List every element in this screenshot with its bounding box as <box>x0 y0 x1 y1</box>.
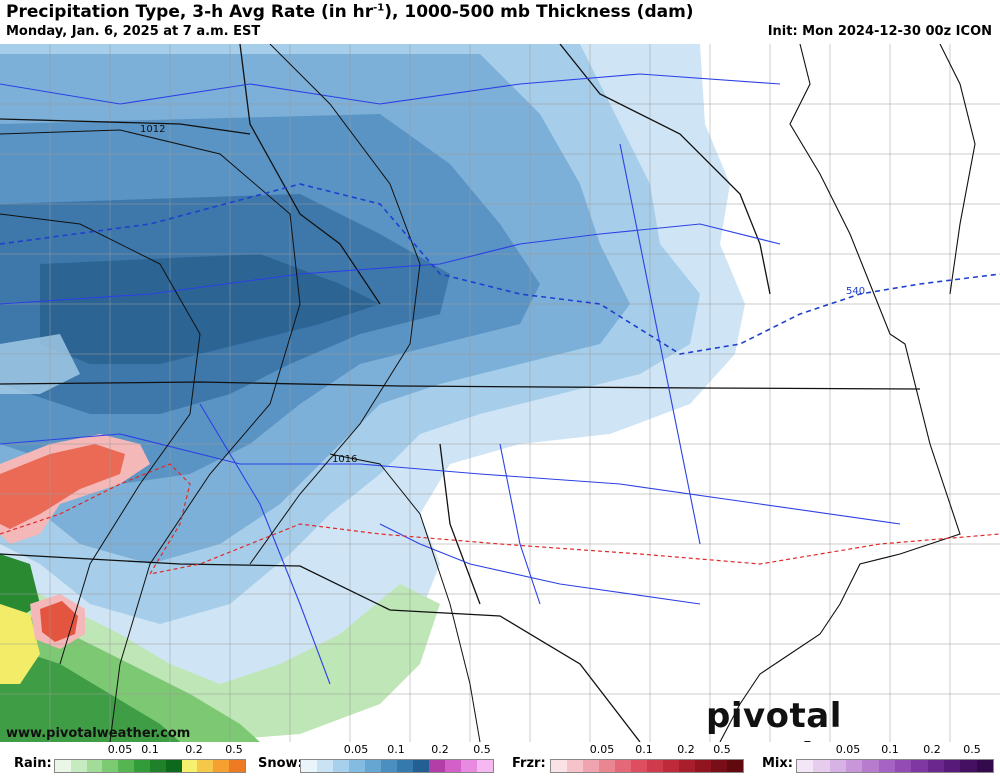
legend-swatch <box>397 760 413 772</box>
legend-frzr-title: Frzr: <box>512 756 546 771</box>
highways <box>0 73 901 685</box>
legend-swatch <box>727 760 743 772</box>
legend-swatch <box>976 760 993 772</box>
legend-snow-title: Snow: <box>258 756 303 771</box>
legend-swatch <box>477 760 493 772</box>
legend-swatch <box>134 760 150 772</box>
legend-swatch <box>894 760 912 772</box>
legend-frzr: Frzr: 0.05 0.1 0.2 0.5 <box>512 742 752 773</box>
legend-swatch <box>911 760 928 772</box>
legend-swatch <box>960 760 977 772</box>
legend-swatch <box>862 760 879 772</box>
precip-map: 1012 1016 540 <box>0 44 1000 742</box>
legend-swatch <box>829 760 846 772</box>
legend-rain-title: Rain: <box>14 756 52 771</box>
legend-swatch <box>333 760 349 772</box>
snow-field <box>0 44 745 704</box>
legend-frzr-tick: 0.05 <box>589 743 615 756</box>
thickness-540-line <box>0 183 1000 355</box>
legend-swatch <box>813 760 830 772</box>
legend-swatch <box>413 760 429 772</box>
legend-snow-tick: 0.5 <box>473 743 491 756</box>
legend-mix-bar <box>796 759 994 773</box>
legend-swatch <box>615 760 631 772</box>
legend-swatch <box>647 760 663 772</box>
legend-frzr-tick: 0.2 <box>677 743 695 756</box>
legend-rain-tick: 0.5 <box>225 743 243 756</box>
legend-mix-tick: 0.2 <box>923 743 941 756</box>
legend-swatch <box>461 760 477 772</box>
legend-swatch <box>349 760 365 772</box>
init-time: Init: Mon 2024-12-30 00z ICON <box>767 24 992 39</box>
isobars <box>0 44 481 742</box>
valid-time: Monday, Jan. 6, 2025 at 7 a.m. EST <box>6 24 261 39</box>
legend-swatch <box>943 760 961 772</box>
legend-swatch <box>663 760 679 772</box>
legend-swatch <box>878 760 895 772</box>
legend-mix-tick: 0.5 <box>963 743 981 756</box>
legend-swatch <box>631 760 647 772</box>
legend-frzr-tick: 0.1 <box>635 743 653 756</box>
legend-swatch <box>927 760 944 772</box>
legend-swatch <box>197 760 214 772</box>
precip-legend: Rain: 0.05 0.1 0.2 0.5 Snow: 0.05 0.1 0.… <box>0 742 1000 773</box>
legend-snow: Snow: 0.05 0.1 0.2 0.5 <box>258 742 498 773</box>
legend-swatch <box>165 760 182 772</box>
legend-rain: Rain: 0.05 0.1 0.2 0.5 <box>14 742 250 773</box>
legend-rain-tick: 0.05 <box>107 743 133 756</box>
isobar-label-1016: 1016 <box>332 454 357 465</box>
legend-swatch <box>429 760 445 772</box>
legend-swatch <box>551 760 567 772</box>
county-lines <box>0 44 1000 742</box>
legend-swatch <box>445 760 461 772</box>
legend-swatch <box>797 760 814 772</box>
legend-mix: Mix: 0.05 0.1 0.2 0.5 <box>762 742 998 773</box>
isobar-label-1012: 1012 <box>140 124 165 135</box>
legend-swatch <box>181 760 198 772</box>
page-title: Precipitation Type, 3-h Avg Rate (in hr-… <box>6 2 694 22</box>
legend-frzr-bar <box>550 759 744 773</box>
legend-swatch <box>711 760 727 772</box>
map-canvas: 1012 1016 540 <box>0 44 1000 742</box>
legend-swatch <box>317 760 333 772</box>
legend-mix-tick: 0.05 <box>835 743 861 756</box>
legend-swatch <box>599 760 615 772</box>
legend-mix-title: Mix: <box>762 756 793 771</box>
legend-rain-tick: 0.2 <box>185 743 203 756</box>
legend-swatch <box>86 760 103 772</box>
legend-swatch <box>118 760 135 772</box>
legend-swatch <box>381 760 397 772</box>
header: Precipitation Type, 3-h Avg Rate (in hr-… <box>0 0 1000 44</box>
legend-swatch <box>679 760 695 772</box>
legend-swatch <box>845 760 863 772</box>
legend-swatch <box>567 760 583 772</box>
legend-swatch <box>102 760 119 772</box>
legend-swatch <box>365 760 381 772</box>
legend-swatch <box>695 760 711 772</box>
legend-frzr-tick: 0.5 <box>713 743 731 756</box>
coastline <box>719 44 976 742</box>
site-url[interactable]: www.pivotalweather.com <box>6 726 191 741</box>
legend-snow-bar <box>300 759 494 773</box>
legend-swatch <box>70 760 87 772</box>
legend-swatch <box>149 760 166 772</box>
legend-swatch <box>55 760 71 772</box>
legend-snow-tick: 0.1 <box>387 743 405 756</box>
legend-swatch <box>301 760 317 772</box>
legend-swatch <box>583 760 599 772</box>
legend-rain-tick: 0.1 <box>141 743 159 756</box>
legend-rain-bar <box>54 759 246 773</box>
legend-snow-tick: 0.2 <box>431 743 449 756</box>
legend-swatch <box>229 760 245 772</box>
freezing-rain-field <box>0 434 150 649</box>
thickness-label-540: 540 <box>846 286 865 297</box>
thickness-red-line <box>0 463 1000 575</box>
state-borders <box>0 44 921 742</box>
legend-mix-tick: 0.1 <box>881 743 899 756</box>
legend-snow-tick: 0.05 <box>343 743 369 756</box>
legend-swatch <box>213 760 230 772</box>
